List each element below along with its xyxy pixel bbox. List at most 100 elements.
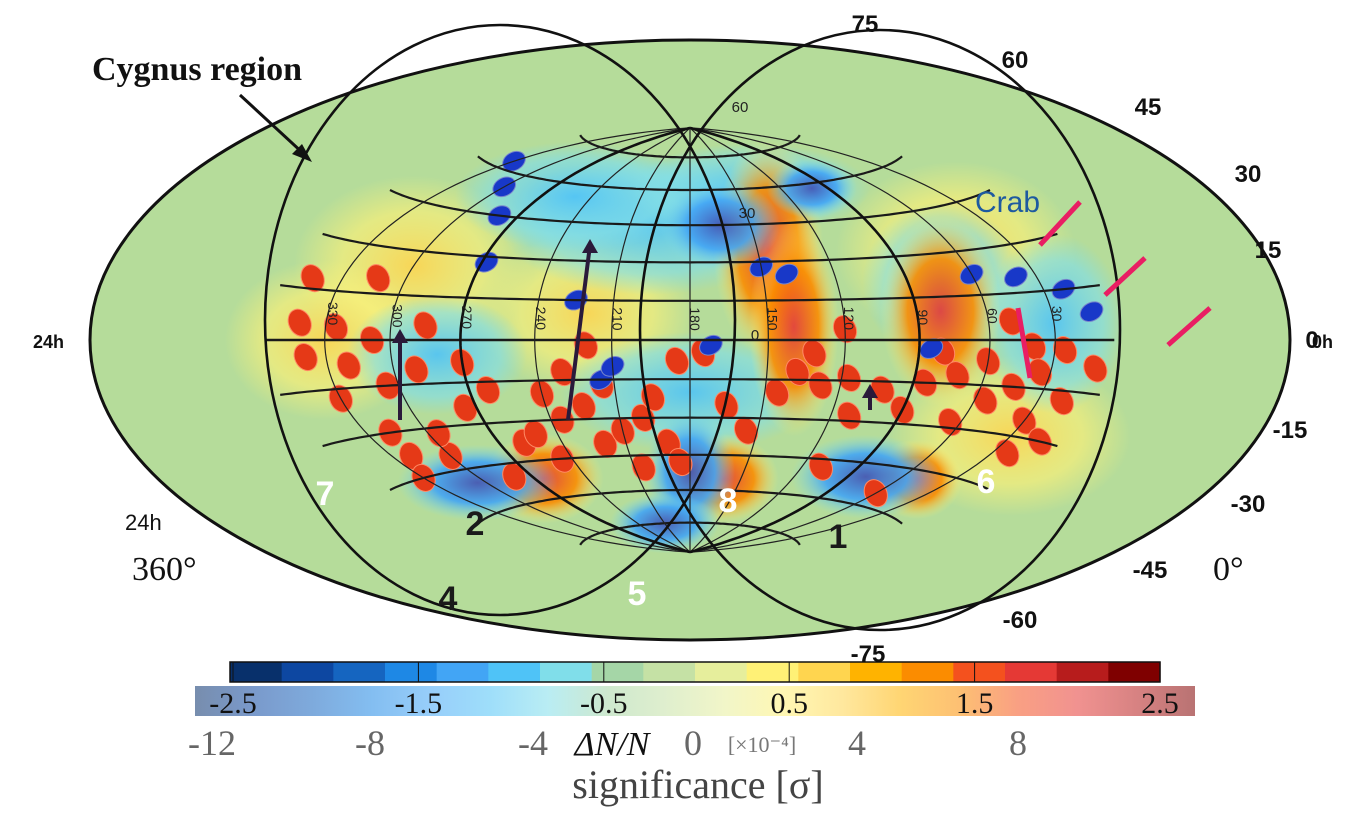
ra-tick-label: 120 bbox=[841, 307, 857, 331]
colorbar-swatch bbox=[281, 662, 334, 682]
sig-tick-label: 0 bbox=[684, 723, 702, 763]
ra-tick-label: 90 bbox=[915, 310, 931, 326]
meridian-line bbox=[534, 127, 691, 553]
map-boundary bbox=[88, 38, 1292, 642]
source-red bbox=[287, 308, 312, 337]
sig-tick-label: 4 bbox=[848, 723, 866, 763]
source-red bbox=[366, 264, 391, 293]
crab-arrow bbox=[1038, 200, 1082, 247]
crab-label: Crab bbox=[975, 186, 1040, 219]
meridian-line bbox=[611, 127, 691, 553]
region-number: 2 bbox=[466, 505, 485, 543]
dn-tick-label: 0.5 bbox=[770, 687, 808, 720]
ra-tick-label: 180 bbox=[687, 307, 703, 331]
dn-tick-label: -0.5 bbox=[580, 687, 628, 720]
source-blue bbox=[1004, 266, 1028, 288]
cygnus-label: Cygnus region bbox=[92, 51, 302, 88]
sig-tick-label: -12 bbox=[188, 723, 236, 763]
source-red bbox=[336, 351, 361, 380]
source-blue bbox=[1079, 301, 1104, 323]
colorbar-faded-band bbox=[195, 686, 1195, 716]
ra-tick-label: 210 bbox=[609, 307, 625, 331]
ra-tick-label: 60 bbox=[985, 308, 1001, 324]
colorbar-swatch bbox=[1108, 662, 1161, 682]
source-red bbox=[550, 358, 575, 387]
source-red bbox=[413, 311, 438, 340]
region-number: 7 bbox=[316, 475, 335, 513]
dark-arrow-head bbox=[582, 239, 598, 253]
dec-label: 45 bbox=[1135, 94, 1162, 121]
ra-label-0deg: 0° bbox=[1213, 551, 1244, 588]
dec-tick-label-inner: 0 bbox=[751, 327, 759, 344]
ra-tick-label: 270 bbox=[459, 306, 475, 330]
crab-arrow bbox=[1166, 306, 1212, 347]
source-red bbox=[293, 343, 318, 372]
crab-arrow bbox=[1015, 307, 1033, 379]
dn-tick-label: 2.5 bbox=[1141, 687, 1179, 720]
region-number: 1 bbox=[829, 518, 848, 556]
sig-tick-label: 8 bbox=[1009, 723, 1027, 763]
dn-tick-label: -2.5 bbox=[209, 687, 257, 720]
dec-tick-label-inner: 60 bbox=[732, 99, 749, 116]
cygnus-arrow-head bbox=[292, 144, 312, 162]
source-red bbox=[664, 346, 690, 375]
source-red bbox=[1049, 387, 1074, 416]
source-red bbox=[973, 386, 998, 415]
colorbar-swatch bbox=[591, 662, 644, 682]
intensity-blob bbox=[790, 434, 941, 519]
sig-tick-label: -8 bbox=[355, 723, 385, 763]
colorbar-swatch bbox=[540, 662, 593, 682]
dec-label: -45 bbox=[1133, 557, 1168, 584]
dn-axis-label: ΔN/N bbox=[573, 726, 652, 763]
source-red bbox=[995, 439, 1020, 468]
ra-tick-label: 240 bbox=[533, 307, 549, 331]
colorbar-swatch bbox=[230, 662, 283, 682]
dark-arrow bbox=[566, 244, 592, 421]
intensity-blob bbox=[766, 158, 857, 219]
colorbar-swatch bbox=[901, 662, 954, 682]
ra-tick-label: 330 bbox=[325, 302, 341, 326]
source-blue bbox=[774, 263, 799, 285]
colorbar-swatch bbox=[695, 662, 748, 682]
region-number: 4 bbox=[439, 580, 458, 618]
meridian-line bbox=[689, 127, 846, 553]
colorbar-swatch bbox=[643, 662, 696, 682]
meridian-line bbox=[689, 127, 769, 553]
dn-tick-label: -1.5 bbox=[395, 687, 443, 720]
colorbar-swatch bbox=[385, 662, 438, 682]
galactic-curve bbox=[638, 28, 1122, 632]
source-red bbox=[475, 376, 501, 405]
dn-axis-unit: [×10⁻⁴] bbox=[728, 732, 796, 757]
dec-label: 0 bbox=[1305, 327, 1318, 354]
ra-tick-label: 150 bbox=[765, 307, 781, 331]
dec-tick-label-inner: 30 bbox=[739, 205, 756, 222]
cygnus-arrow bbox=[238, 93, 307, 157]
dec-label: 30 bbox=[1235, 161, 1262, 188]
source-red bbox=[1052, 336, 1078, 365]
meridian-line bbox=[689, 127, 991, 553]
region-number: 6 bbox=[977, 463, 996, 501]
source-red bbox=[945, 361, 970, 390]
source-red bbox=[300, 264, 325, 293]
intensity-blob bbox=[880, 216, 1001, 407]
intensity-blob bbox=[347, 294, 528, 415]
meridian-line bbox=[689, 127, 1056, 553]
dec-label: 60 bbox=[1002, 47, 1029, 74]
meridian-line bbox=[689, 126, 921, 554]
dec-label: 15 bbox=[1255, 237, 1282, 264]
dec-label: -60 bbox=[1003, 607, 1038, 634]
dark-arrow-head bbox=[862, 384, 878, 398]
sig-tick-label: -4 bbox=[518, 723, 548, 763]
colorbar-swatch bbox=[850, 662, 903, 682]
dec-label: -15 bbox=[1273, 417, 1308, 444]
significance-axis-label: significance [σ] bbox=[572, 762, 823, 807]
ra-tick-label: 300 bbox=[389, 304, 405, 328]
source-red bbox=[1083, 354, 1108, 383]
colorbar-swatch bbox=[1005, 662, 1058, 682]
dec-label: -30 bbox=[1231, 491, 1266, 518]
dn-tick-label: 1.5 bbox=[956, 687, 994, 720]
dec-label: 75 bbox=[852, 11, 879, 38]
meridian-line bbox=[389, 127, 691, 553]
